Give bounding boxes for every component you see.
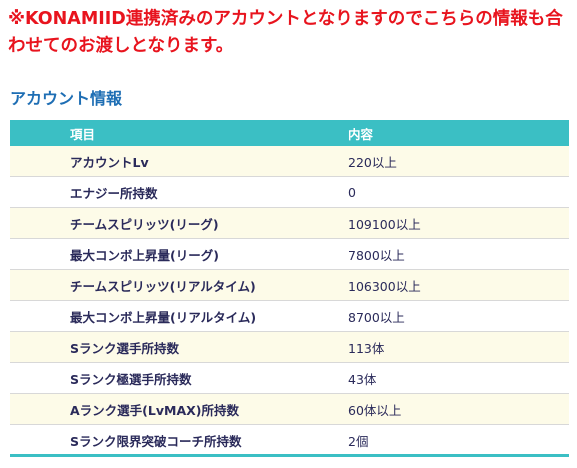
table-row: チームスピリッツ(リアルタイム) 106300以上: [10, 269, 569, 301]
row-item-label: アカウントLv: [10, 146, 338, 177]
table-row: エナジー所持数 0: [10, 176, 569, 208]
table-header-row: 項目 内容: [10, 120, 569, 146]
row-item-value: 7800以上: [338, 238, 569, 270]
column-header-item: 項目: [10, 120, 338, 146]
table-row: 最大コンボ上昇量(リーグ) 7800以上: [10, 238, 569, 270]
row-item-label: Sランク選手所持数: [10, 331, 338, 363]
row-item-value: 106300以上: [338, 269, 569, 301]
notice-text: ※KONAMIID連携済みのアカウントとなりますのでこちらの情報も合わせてのお渡…: [8, 9, 563, 56]
row-item-label: 最大コンボ上昇量(リーグ): [10, 238, 338, 270]
row-item-label: Sランク極選手所持数: [10, 362, 338, 394]
table-row: Sランク極選手所持数 43体: [10, 362, 569, 394]
section-title: アカウント情報: [10, 89, 123, 108]
row-item-value: 8700以上: [338, 300, 569, 332]
account-info-table: 項目 内容 アカウントLv 220以上 エナジー所持数 0 チームスピリッツ(リ…: [10, 120, 569, 456]
row-item-value: 220以上: [338, 146, 569, 177]
row-item-value: 60体以上: [338, 393, 569, 425]
row-item-label: チームスピリッツ(リアルタイム): [10, 269, 338, 301]
column-header-value: 内容: [338, 120, 569, 146]
row-item-value: 109100以上: [338, 207, 569, 239]
row-item-label: 最大コンボ上昇量(リアルタイム): [10, 300, 338, 332]
table-row: 最大コンボ上昇量(リアルタイム) 8700以上: [10, 300, 569, 332]
row-item-value: 2個: [338, 424, 569, 456]
table-row: Sランク限界突破コーチ所持数 2個: [10, 424, 569, 456]
table-row: Sランク選手所持数 113体: [10, 331, 569, 363]
row-item-value: 0: [338, 176, 569, 208]
table-row: Aランク選手(LvMAX)所持数 60体以上: [10, 393, 569, 425]
row-item-label: エナジー所持数: [10, 176, 338, 208]
row-item-label: チームスピリッツ(リーグ): [10, 207, 338, 239]
table-bottom-border: [10, 454, 569, 457]
table-row: チームスピリッツ(リーグ) 109100以上: [10, 207, 569, 239]
row-item-label: Sランク限界突破コーチ所持数: [10, 424, 338, 456]
table-row: アカウントLv 220以上: [10, 146, 569, 177]
row-item-label: Aランク選手(LvMAX)所持数: [10, 393, 338, 425]
row-item-value: 113体: [338, 331, 569, 363]
row-item-value: 43体: [338, 362, 569, 394]
